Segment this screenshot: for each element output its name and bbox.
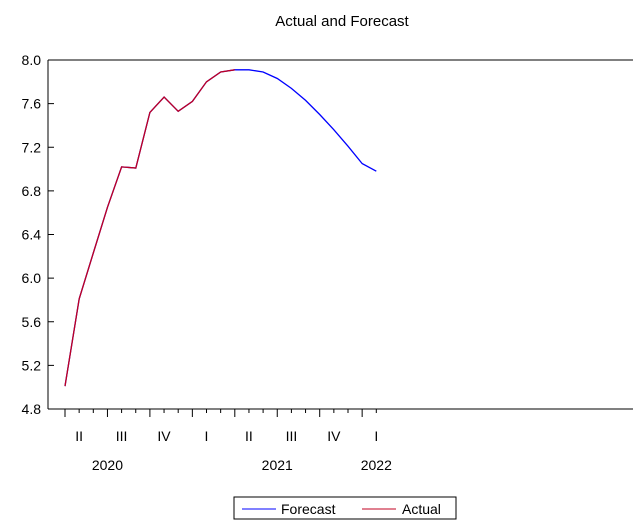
x-quarter-label: IV <box>327 428 341 444</box>
plot-area: 4.85.25.66.06.46.87.27.68.0II III IV I II III… <box>22 52 633 473</box>
chart-title: Actual and Forecast <box>275 13 409 30</box>
y-tick-label: 7.2 <box>22 139 42 155</box>
x-quarter-label: II <box>245 428 253 444</box>
series-line-forecast <box>64 69 377 387</box>
y-tick-label: 6.4 <box>22 227 42 243</box>
x-quarter-label: III <box>116 428 128 444</box>
legend: Forecast Actual <box>233 496 457 520</box>
y-tick-label: 4.8 <box>22 401 42 417</box>
legend-frame <box>233 496 457 520</box>
x-year-label: 2020 <box>92 457 123 473</box>
y-tick-label: 5.6 <box>22 314 42 330</box>
x-quarter-label: II <box>75 428 83 444</box>
legend-label-forecast: Forecast <box>281 501 336 517</box>
x-quarter-label: IV <box>157 428 171 444</box>
y-tick-label: 5.2 <box>22 357 42 373</box>
legend-label-actual: Actual <box>402 501 441 517</box>
x-quarter-label: I <box>374 428 378 444</box>
x-quarter-label: III <box>286 428 298 444</box>
series-line-actual <box>64 69 235 387</box>
x-year-label: 2022 <box>361 457 392 473</box>
x-quarter-label: I <box>205 428 209 444</box>
x-year-label: 2021 <box>262 457 293 473</box>
y-tick-label: 6.0 <box>22 270 42 286</box>
y-tick-label: 7.6 <box>22 96 42 112</box>
y-tick-label: 8.0 <box>22 52 42 68</box>
y-tick-label: 6.8 <box>22 183 42 199</box>
